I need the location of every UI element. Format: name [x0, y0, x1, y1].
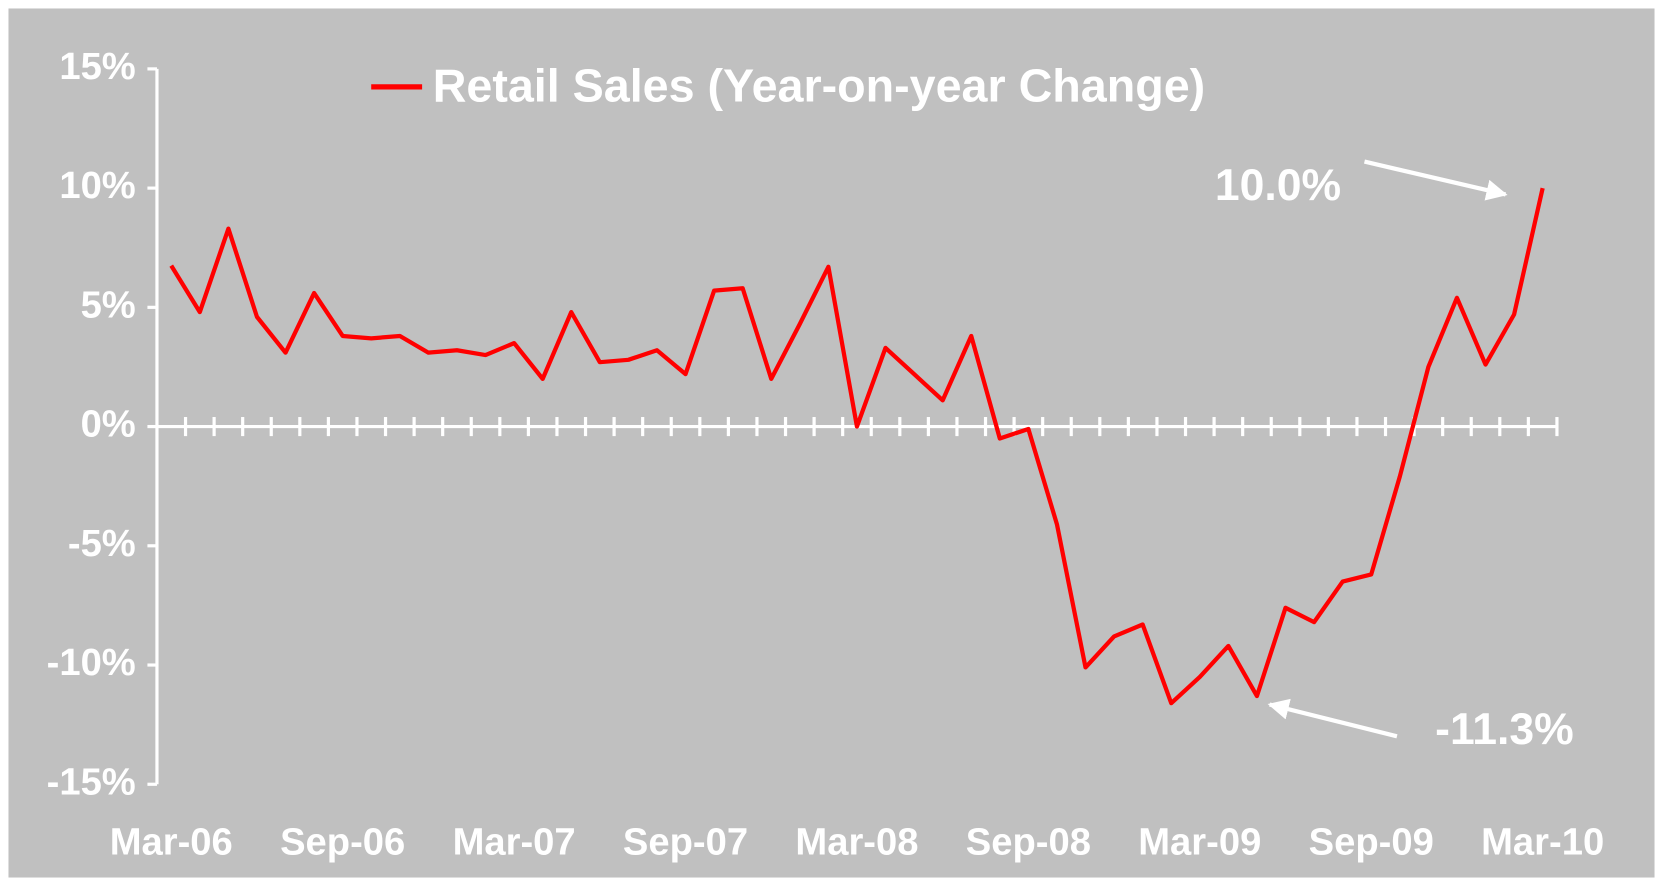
x-tick-label: Mar-08 [795, 821, 918, 864]
y-tick-label: 0% [81, 403, 136, 446]
annotation-arrow [1267, 698, 1398, 739]
x-tick-label: Sep-08 [966, 821, 1091, 864]
y-tick-label: 15% [59, 45, 135, 88]
y-tick-label: -10% [47, 641, 136, 684]
x-tick-label: Mar-06 [110, 821, 233, 864]
x-tick-label: Sep-06 [280, 821, 405, 864]
x-tick-label: Sep-07 [623, 821, 748, 864]
y-tick-label: -5% [68, 522, 136, 565]
y-tick-label: 5% [81, 283, 136, 326]
annotation: -11.3% [1435, 705, 1574, 754]
x-tick-label: Mar-10 [1481, 821, 1604, 864]
legend-label: Retail Sales (Year-on-year Change) [433, 59, 1205, 111]
y-tick-label: -15% [47, 760, 136, 803]
annotation-arrow [1363, 159, 1508, 201]
y-tick-label: 10% [59, 164, 135, 207]
x-tick-label: Sep-09 [1309, 821, 1434, 864]
annotation: 10.0% [1215, 161, 1341, 210]
x-tick-label: Mar-07 [453, 821, 576, 864]
data-line [169, 187, 1545, 706]
x-tick-label: Mar-09 [1138, 821, 1261, 864]
